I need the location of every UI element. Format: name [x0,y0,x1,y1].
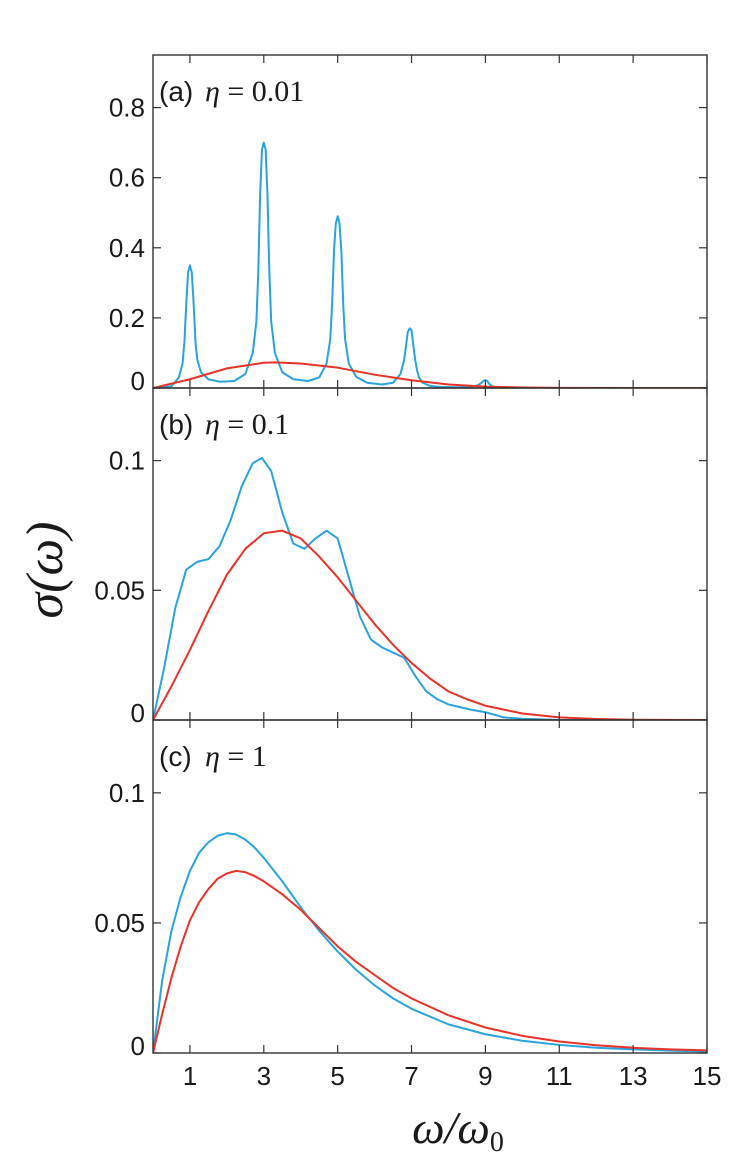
y-tick-label: 0.05 [94,908,145,938]
x-tick-label: 3 [257,1061,271,1091]
panel-eta: η = 0.01 [205,75,304,108]
panel-label: (a) [159,76,193,107]
x-axis-title: ω/ω0 [412,1102,504,1158]
y-tick-label: 0.05 [94,575,145,605]
series-line-blue [153,457,707,720]
y-tick-label: 0.6 [109,163,145,193]
panel-eta: η = 0.1 [205,408,289,441]
series-group [153,141,707,388]
y-tick-label: 0.2 [109,303,145,333]
chart-panels: 0 0.2 0.4 0.6 0.8 (a) η = 0.01 0 0.05 0.1 (b) η = 0… [17,54,721,1159]
series-group [153,832,707,1053]
panel-b: 0 0.05 0.1 (b) η = 0.1 [94,387,708,728]
series-group [153,457,707,720]
series-line-blue [153,141,707,388]
series-line-red [153,869,707,1053]
y-tick-label: 0 [131,698,145,728]
panel-eta: η = 1 [205,740,267,773]
y-tick-label: 0.4 [109,233,145,263]
panel-label: (b) [159,409,193,440]
panel-a: 0 0.2 0.4 0.6 0.8 (a) η = 0.01 [109,54,708,396]
series-line-red [153,361,707,388]
series-line-red [153,529,707,720]
panel-c: 00.050.1(c) η = 11 3 5 7 9 11 13 15ω/ω0σ(ω) [17,522,721,1159]
y-tick-label: 0.8 [109,93,145,123]
y-tick-label: 0 [131,366,145,396]
panel-label: (c) [159,741,192,772]
x-tick-label: 13 [619,1061,648,1091]
plot-frame [152,719,708,1054]
y-axis-title: σ(ω) [17,522,74,619]
y-tick-label: 0 [131,1031,145,1061]
y-tick-label: 0.1 [109,446,145,476]
x-tick-label: 7 [404,1061,418,1091]
x-tick-label: 5 [330,1061,344,1091]
y-tick-label: 0.1 [109,778,145,808]
x-tick-label: 1 [183,1061,197,1091]
x-tick-label: 9 [478,1061,492,1091]
x-tick-label: 11 [546,1061,573,1091]
x-tick-label: 15 [693,1061,722,1091]
series-line-blue [153,832,707,1053]
